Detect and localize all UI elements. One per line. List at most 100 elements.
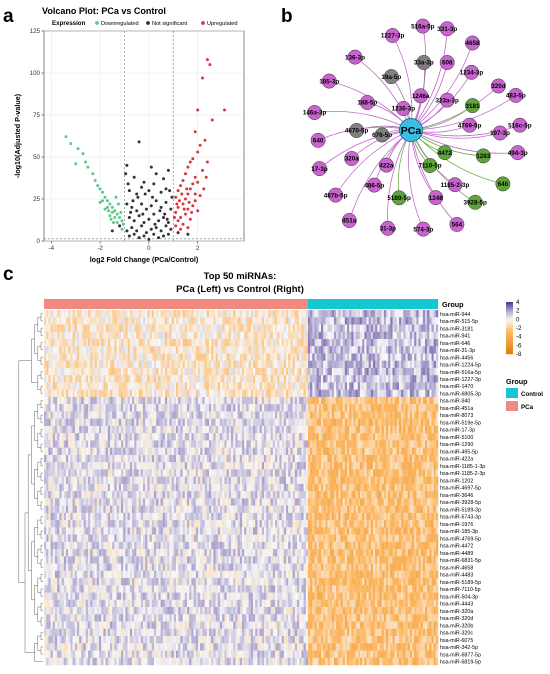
heatmap-cell	[336, 483, 339, 492]
heatmap-cell	[412, 382, 415, 390]
heatmap-cell	[48, 418, 51, 427]
heatmap-cell	[173, 425, 177, 434]
heatmap-cell	[325, 433, 328, 441]
heatmap-cell	[85, 469, 89, 477]
heatmap-cell	[55, 447, 58, 456]
volcano-point-ns	[124, 172, 128, 176]
heatmap-cell	[85, 491, 89, 499]
heatmap-cell	[68, 454, 71, 463]
heatmap-cell	[70, 396, 73, 405]
heatmap-cell	[305, 411, 309, 419]
heatmap-cell	[370, 375, 374, 383]
heatmap-cell	[308, 396, 311, 405]
heatmap-cell	[57, 310, 60, 318]
heatmap-cell	[403, 454, 406, 463]
heatmap-cell	[147, 418, 150, 427]
heatmap-cell	[83, 331, 87, 340]
heatmap-cell	[383, 360, 387, 369]
heatmap-cell	[270, 454, 274, 463]
heatmap-cell	[316, 346, 320, 354]
heatmap-cell	[272, 483, 276, 492]
heatmap-cell	[257, 360, 260, 369]
heatmap-cell	[110, 338, 113, 347]
heatmap-cell	[46, 346, 49, 354]
heatmap-cell	[162, 425, 166, 434]
heatmap-cell	[158, 346, 161, 354]
heatmap-cell	[272, 491, 276, 499]
heatmap-cell	[362, 331, 365, 340]
heatmap-cell	[48, 476, 51, 485]
heatmap-cell	[233, 476, 236, 485]
heatmap-cell	[396, 411, 400, 419]
heatmap-cell	[310, 367, 313, 376]
heatmap-cell	[360, 440, 363, 448]
heatmap-cell	[266, 447, 269, 456]
heatmap-cell	[149, 483, 153, 492]
heatmap-cell	[63, 433, 67, 441]
heatmap-cell	[134, 389, 137, 398]
heatmap-cell	[176, 462, 179, 470]
heatmap-cell	[72, 353, 76, 361]
heatmap-cell	[96, 425, 100, 434]
heatmap-cell	[349, 375, 352, 383]
heatmap-cell	[99, 338, 102, 347]
heatmap-cell	[224, 382, 227, 390]
heatmap-cell	[220, 425, 223, 434]
heatmap-cell	[336, 331, 339, 340]
heatmap-cell	[308, 476, 311, 485]
heatmap-cell	[270, 433, 274, 441]
heatmap-cell	[92, 462, 95, 470]
heatmap-cell	[96, 367, 100, 376]
volcano-point-ns	[169, 227, 173, 231]
heatmap-cell	[160, 396, 164, 405]
heatmap-cell	[242, 317, 245, 325]
heatmap-cell	[283, 331, 287, 340]
heatmap-cell	[323, 476, 326, 485]
heatmap-cell	[206, 469, 210, 477]
heatmap-cell	[370, 454, 374, 463]
heatmap-cell	[74, 360, 78, 369]
heatmap-cell	[244, 324, 247, 332]
heatmap-cell	[158, 396, 161, 405]
heatmap-cell	[149, 440, 153, 448]
heatmap-cell	[246, 491, 249, 499]
heatmap-cell	[154, 346, 157, 354]
heatmap-cell	[403, 310, 406, 318]
heatmap-cell	[288, 483, 291, 492]
heatmap-cell	[305, 396, 309, 405]
heatmap-cell	[154, 447, 157, 456]
heatmap-cell	[244, 411, 247, 419]
heatmap-cell	[96, 375, 100, 383]
heatmap-cell	[347, 411, 350, 419]
heatmap-cell	[394, 396, 398, 405]
heatmap-cell	[105, 462, 109, 470]
heatmap-cell	[246, 411, 249, 419]
heatmap-cell	[418, 389, 421, 398]
heatmap-cell	[72, 491, 76, 499]
volcano-x-tick-label: 2	[196, 245, 200, 252]
heatmap-cell	[215, 483, 219, 492]
heatmap-cell	[140, 317, 144, 325]
heatmap-cell	[392, 404, 395, 412]
heatmap-cell	[180, 440, 183, 448]
heatmap-cell	[386, 367, 389, 376]
heatmap-cell	[259, 360, 263, 369]
heatmap-cell	[286, 382, 289, 390]
heatmap-cell	[425, 396, 428, 405]
heatmap-cell	[147, 396, 150, 405]
heatmap-cell	[44, 433, 47, 441]
heatmap-cell	[305, 360, 309, 369]
heatmap-cell	[96, 469, 100, 477]
heatmap-cell	[290, 440, 293, 448]
heatmap-cell	[147, 469, 150, 477]
heatmap-cell	[182, 382, 186, 390]
heatmap-cell	[136, 404, 139, 412]
heatmap-cell	[303, 353, 307, 361]
heatmap-cell	[427, 353, 430, 361]
heatmap-cell	[165, 469, 168, 477]
heatmap-cell	[121, 396, 124, 405]
heatmap-cell	[72, 433, 76, 441]
heatmap-cell	[121, 433, 124, 441]
heatmap-cell	[405, 483, 408, 492]
heatmap-cell	[103, 375, 106, 383]
